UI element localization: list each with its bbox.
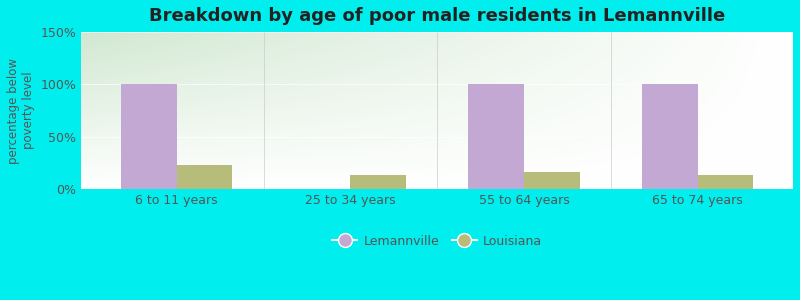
Y-axis label: percentage below
poverty level: percentage below poverty level [7, 58, 35, 164]
Bar [177, 165, 232, 189]
Bar [121, 84, 177, 189]
Bar [642, 84, 698, 189]
Bar [350, 176, 406, 189]
Legend: Lemannville, Louisiana: Lemannville, Louisiana [327, 230, 547, 253]
Bar [468, 84, 524, 189]
Title: Breakdown by age of poor male residents in Lemannville: Breakdown by age of poor male residents … [149, 7, 726, 25]
Bar [698, 176, 753, 189]
Bar [524, 172, 579, 189]
